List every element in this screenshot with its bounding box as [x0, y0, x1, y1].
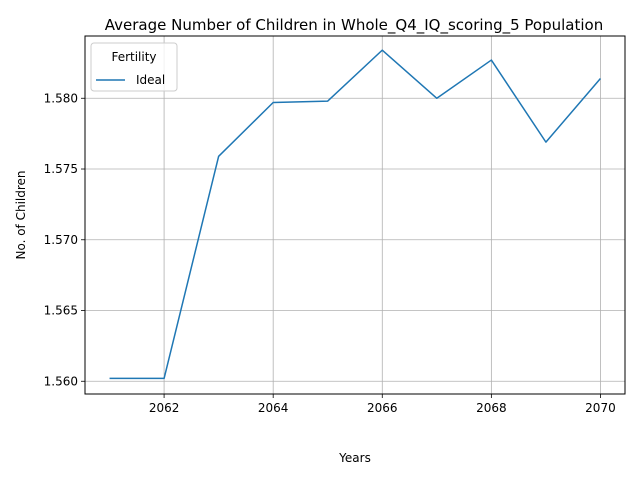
x-tick-label: 2064	[258, 401, 289, 415]
grid	[85, 36, 625, 394]
y-axis-label: No. of Children	[14, 170, 28, 259]
plot-frame	[84, 35, 626, 395]
y-tick-label: 1.575	[44, 162, 78, 176]
x-tick-label: 2068	[476, 401, 507, 415]
x-axis-ticks: 2062 2064 2066 2068 2070	[149, 394, 616, 415]
y-tick-label: 1.565	[44, 304, 78, 318]
x-axis-label: Years	[338, 451, 371, 465]
series-line-ideal	[109, 49, 602, 380]
legend: Fertility Ideal	[90, 42, 178, 92]
chart-title: Average Number of Children in Whole_Q4_I…	[105, 16, 603, 35]
y-tick-label: 1.580	[44, 91, 78, 105]
x-tick-label: 2070	[585, 401, 616, 415]
x-tick-label: 2062	[149, 401, 180, 415]
x-tick-label: 2066	[367, 401, 398, 415]
legend-box	[90, 42, 178, 92]
legend-label-ideal: Ideal	[136, 73, 165, 87]
series-layer	[109, 49, 602, 380]
y-tick-label: 1.570	[44, 233, 78, 247]
legend-title: Fertility	[111, 50, 156, 64]
y-axis-ticks: 1.560 1.565 1.570 1.575 1.580	[44, 91, 85, 388]
y-tick-label: 1.560	[44, 374, 78, 388]
